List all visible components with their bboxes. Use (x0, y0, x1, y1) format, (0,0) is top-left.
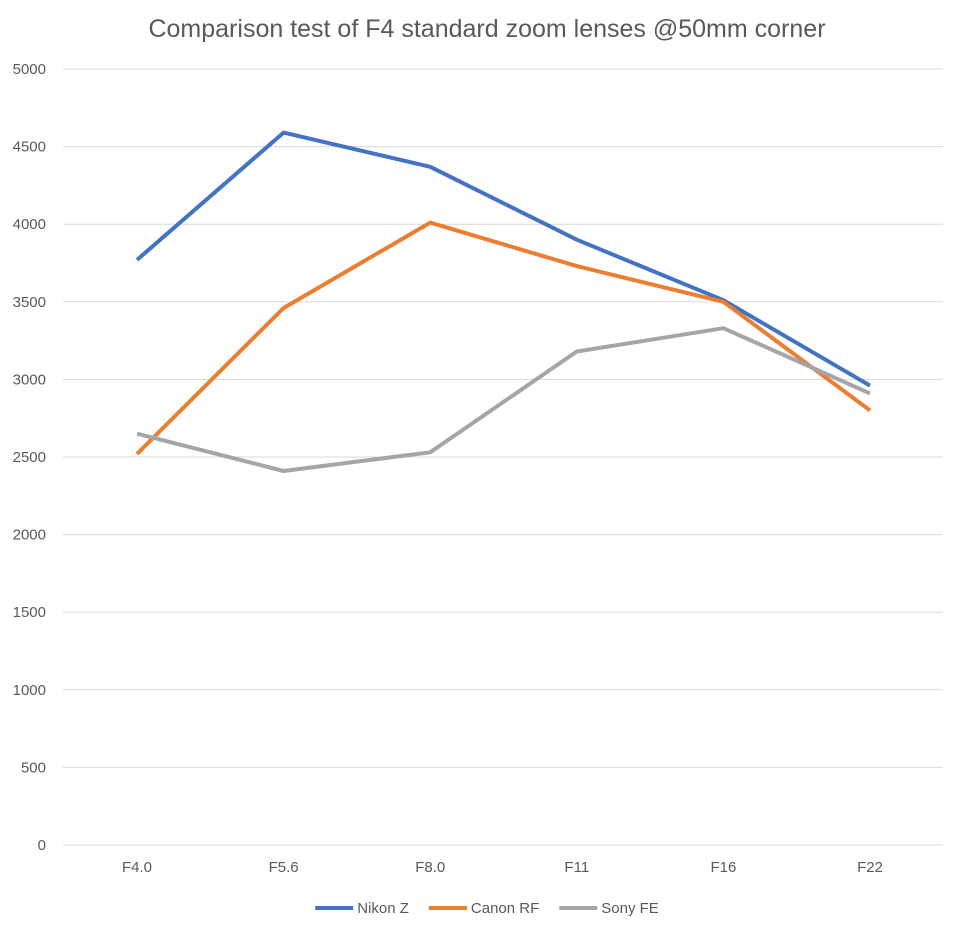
gridlines (63, 68, 943, 846)
x-axis-tick-labels: F4.0 F5.6 F8.0 F11 F16 F22 (122, 859, 883, 876)
y-tick-label: 1500 (13, 604, 46, 621)
x-tick-label: F16 (710, 859, 736, 876)
legend-item-canon-rf: Canon RF (428, 900, 539, 917)
series-line-canon-rf (135, 220, 872, 456)
series-line-nikon-z (135, 130, 872, 388)
y-tick-label: 1000 (13, 682, 46, 699)
x-tick-label: F11 (564, 859, 589, 876)
legend-item-nikon-z: Nikon Z (315, 900, 409, 917)
x-tick-label: F4.0 (122, 859, 152, 876)
y-tick-label: 4000 (13, 216, 46, 233)
series-line-sony-fe (136, 326, 871, 473)
series-lines (135, 130, 872, 473)
y-tick-label: 0 (38, 837, 46, 854)
y-tick-label: 2500 (13, 449, 46, 466)
x-tick-label: F22 (857, 859, 883, 876)
y-tick-label: 500 (21, 759, 46, 776)
y-tick-label: 2000 (13, 527, 46, 544)
y-tick-label: 3500 (13, 294, 46, 311)
legend-label: Sony FE (601, 900, 659, 917)
y-tick-label: 3000 (13, 371, 46, 388)
legend-label: Canon RF (471, 900, 539, 917)
x-tick-label: F8.0 (415, 859, 445, 876)
y-axis-tick-labels: 0 500 1000 1500 2000 2500 3000 3500 4000 4500 5000 (13, 61, 46, 854)
x-tick-label: F5.6 (269, 859, 299, 876)
chart-title: Comparison test of F4 standard zoom lens… (148, 15, 825, 43)
legend-item-sony-fe: Sony FE (559, 900, 659, 917)
y-tick-label: 4500 (13, 139, 46, 156)
y-tick-label: 5000 (13, 61, 46, 78)
legend-label: Nikon Z (357, 900, 409, 917)
legend: Nikon Z Canon RF Sony FE (315, 900, 659, 917)
